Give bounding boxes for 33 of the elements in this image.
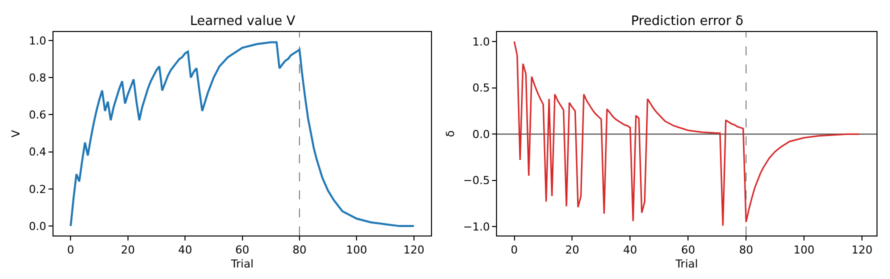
x-tick-label: 80	[739, 244, 754, 257]
x-tick-label: 40	[623, 244, 638, 257]
y-tick-label: 0.2	[28, 182, 46, 196]
y-tick-label: 1.0	[472, 35, 490, 48]
x-axis-title: Trial	[230, 258, 254, 271]
y-tick-label: −0.5	[463, 174, 490, 188]
x-tick-label: 100	[346, 244, 368, 257]
line-series	[70, 41, 415, 228]
line-series	[514, 40, 860, 226]
chart-title: Prediction error δ	[631, 14, 744, 29]
y-tick-label: 0.0	[472, 128, 490, 141]
y-tick-label: 0.6	[28, 108, 46, 122]
x-tick-label: 60	[681, 244, 696, 257]
x-axis-title: Trial	[674, 258, 698, 271]
y-tick-label: 0.0	[28, 220, 46, 233]
y-tick-label: −1.0	[463, 220, 490, 234]
y-axis-title: δ	[444, 130, 457, 138]
y-tick-label: 0.8	[28, 71, 46, 84]
x-tick-label: 20	[565, 244, 580, 257]
x-tick-label: 60	[235, 244, 250, 257]
x-tick-label: 20	[120, 244, 135, 257]
x-tick-label: 80	[292, 244, 306, 257]
chart-title: Learned value V	[190, 14, 296, 29]
y-tick-label: 0.4	[28, 146, 46, 159]
y-axis-title: V	[9, 130, 22, 138]
x-tick-label: 120	[403, 244, 424, 257]
y-tick-label: 1.0	[28, 34, 46, 48]
x-tick-label: 40	[178, 244, 192, 257]
x-tick-label: 0	[510, 244, 518, 257]
x-tick-label: 100	[794, 244, 815, 257]
x-tick-label: 120	[851, 244, 872, 257]
x-tick-label: 0	[67, 244, 74, 257]
y-tick-label: 0.5	[472, 82, 490, 95]
